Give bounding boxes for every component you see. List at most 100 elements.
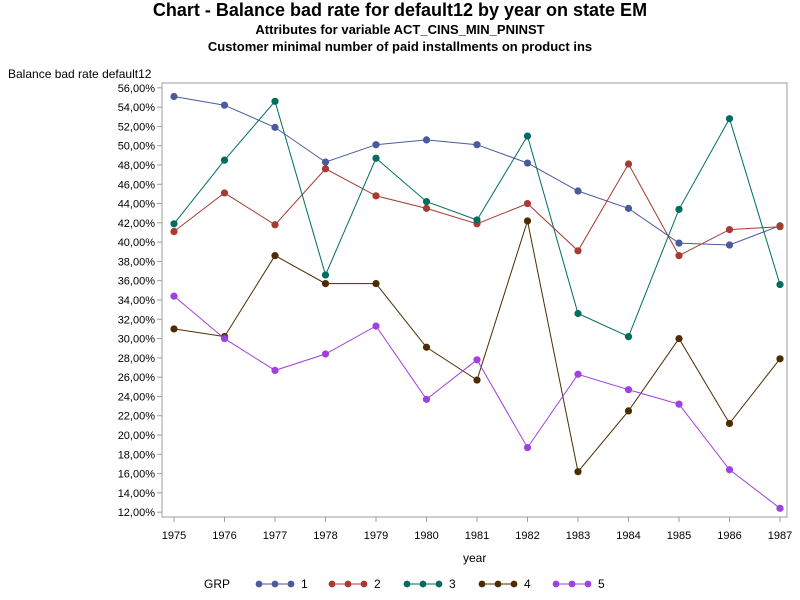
data-point [523,132,532,140]
legend-item-4: 4 [478,577,531,591]
data-point [624,204,633,212]
y-tick-label: 22,00% [118,411,156,423]
data-point [220,189,229,197]
legend-label: 3 [449,577,456,591]
y-tick-label: 54,00% [118,102,156,114]
data-point [725,225,734,234]
data-point [473,216,481,224]
data-point [624,333,633,341]
y-tick-label: 26,00% [118,372,156,384]
data-point [675,334,683,343]
data-point [422,198,431,206]
data-point [675,400,683,408]
x-tick-label: 1977 [263,530,287,542]
legend-marker [494,580,502,588]
data-point [422,204,431,212]
y-tick-label: 16,00% [118,469,156,481]
data-point [220,101,229,109]
data-point [624,407,633,415]
data-point [422,395,431,403]
legend-item-2: 2 [328,577,381,591]
data-point [473,141,481,149]
y-tick-label: 42,00% [118,218,156,230]
x-tick-label: 1983 [566,530,590,542]
data-point [574,247,582,255]
legend-marker [255,580,263,588]
x-tick-label: 1979 [364,530,388,542]
data-point [271,252,279,260]
y-axis: 12,00% 14,00% 16,00% 18,00% 20,00% 22,00% 24,0… [118,83,162,519]
data-point [523,217,532,225]
series-line [173,162,781,257]
y-tick-label: 40,00% [118,237,156,249]
data-point [271,97,279,105]
y-tick-label: 50,00% [118,141,156,153]
legend-marker [328,580,336,588]
legend-marker [568,580,576,588]
data-point [523,443,532,452]
data-point [372,141,380,149]
data-point [725,241,734,249]
data-point [170,220,178,228]
legend-marker [360,580,368,588]
legend-marker [478,580,486,588]
data-point [776,280,784,289]
y-axis-label: Balance bad rate default12 [8,67,152,81]
x-tick-label: 1985 [667,530,691,542]
y-tick-label: 18,00% [118,449,156,461]
legend-marker [419,580,427,588]
legend-marker [344,580,352,588]
y-tick-label: 12,00% [118,507,156,519]
series-4 [170,217,784,476]
legend-marker [510,580,518,588]
x-tick-label: 1986 [717,530,741,542]
data-point [574,187,582,195]
data-point [170,92,178,101]
series-3 [170,97,784,341]
y-tick-label: 30,00% [118,334,156,346]
legend-item-1: 1 [255,577,308,591]
legend-label: 4 [524,577,531,591]
series-1 [170,92,784,249]
y-tick-label: 24,00% [118,391,156,403]
chart-title: Chart - Balance bad rate for default12 b… [152,0,648,20]
data-point [372,280,380,288]
data-point [321,158,330,166]
data-point [321,280,330,288]
data-point [776,355,784,363]
data-point [574,370,582,378]
data-point [725,115,734,123]
legend-marker [552,580,560,588]
y-tick-label: 38,00% [118,256,156,268]
data-point [220,334,229,343]
data-point [422,343,431,351]
y-tick-label: 14,00% [118,488,156,500]
legend-title: GRP [204,577,230,591]
data-point [372,154,380,162]
x-tick-label: 1975 [162,530,186,542]
data-point [170,325,178,333]
x-tick-label: 1976 [212,530,236,542]
data-point [675,252,683,260]
x-tick-label: 1980 [414,530,438,542]
data-point [523,159,532,167]
x-tick-label: 1984 [616,530,640,542]
legend-label: 5 [598,577,605,591]
y-tick-label: 20,00% [118,430,156,442]
legend-label: 1 [301,577,308,591]
data-point [170,227,178,236]
data-point [675,205,683,213]
series-2 [170,160,784,260]
data-point [372,192,380,200]
x-tick-label: 1982 [515,530,539,542]
data-point [321,165,330,173]
data-point [372,322,380,330]
y-tick-label: 46,00% [118,179,156,191]
data-point [725,466,734,474]
legend-item-3: 3 [403,577,456,591]
x-tick-label: 1978 [313,530,337,542]
data-point [624,160,633,168]
y-tick-label: 28,00% [118,353,156,365]
data-point [271,366,279,375]
data-point [776,223,784,231]
